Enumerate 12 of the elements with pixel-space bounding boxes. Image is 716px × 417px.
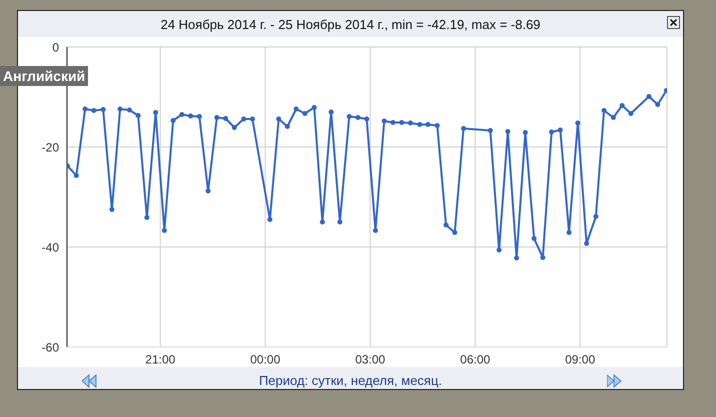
x-tick-label: 21:00	[145, 352, 176, 367]
x-tick-label: 06:00	[460, 352, 491, 367]
x-tick-label: 09:00	[565, 352, 596, 367]
y-tick-label: -20	[42, 140, 60, 154]
y-tick-label: -40	[42, 240, 60, 254]
chart-title: 24 Ноябрь 2014 г. - 25 Ноябрь 2014 г., min = -42.19, max = -8.69	[160, 17, 542, 32]
x-tick-label: 00:00	[250, 352, 281, 367]
annotation: Английский	[0, 66, 88, 86]
text: Период: сутки, неделя, месяц.	[258, 373, 444, 388]
y-tick-label: -60	[42, 340, 60, 354]
x-tick-label: 03:00	[355, 352, 386, 367]
y-tick-label: 0	[52, 40, 60, 54]
